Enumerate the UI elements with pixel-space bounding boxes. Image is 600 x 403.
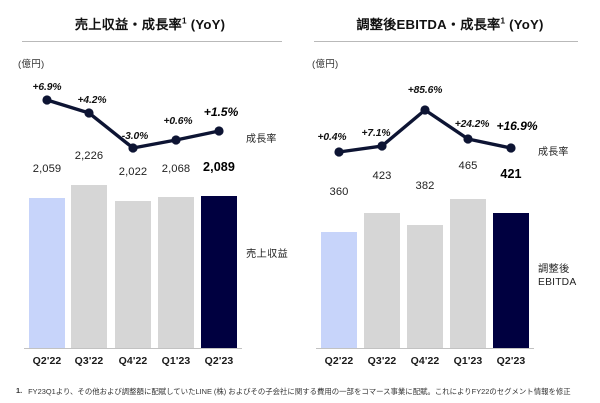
bar-value-q1-23-ebitda: 465 xyxy=(458,160,478,172)
title-divider-ebitda xyxy=(314,41,578,42)
bar-q1-23-ebitda xyxy=(450,199,486,349)
growth-label-q2-22-ebitda: +0.4% xyxy=(317,132,347,143)
unit-label-ebitda: (億円) xyxy=(312,59,339,70)
bar-q2-23-ebitda xyxy=(493,213,529,349)
chart-panel-ebitda: 調整後EBITDA・成長率1 (YoY) (億円) +0.4% +7.1% +8… xyxy=(300,0,600,375)
bar-q3-22-ebitda xyxy=(364,213,400,349)
title-divider-revenue xyxy=(22,41,282,42)
bar-q2-23 xyxy=(201,196,237,349)
footnote-number: 1. xyxy=(16,386,23,395)
bar-value-q2-23-ebitda: 421 xyxy=(500,167,522,181)
growth-label-q3-22-ebitda: +7.1% xyxy=(361,128,391,139)
plot-area-revenue: +6.9% +4.2% -3.0% +0.6% +1.5% 成長率 2,059 … xyxy=(0,0,300,375)
bar-q2-22 xyxy=(29,198,65,349)
growth-label-q1-23-ebitda: +24.2% xyxy=(454,119,490,130)
x-label-q2-22-ebitda: Q2'22 xyxy=(324,355,354,367)
x-label-q1-23-ebitda: Q1'23 xyxy=(453,355,483,367)
charts-container: 売上収益・成長率1 (YoY) (億円) +6.9% +4.2% -3.0% +… xyxy=(0,0,600,375)
bar-value-q3-22: 2,226 xyxy=(74,150,104,162)
bar-value-q2-23: 2,089 xyxy=(202,160,236,174)
x-label-q2-23: Q2'23 xyxy=(204,355,234,367)
footnote-text: FY23Q1より、その他および調整額に配賦していたLINE (株) およびその子… xyxy=(28,387,571,396)
plot-area-ebitda: +0.4% +7.1% +85.6% +24.2% +16.9% 成長率 360… xyxy=(300,0,600,375)
x-label-q2-23-ebitda: Q2'23 xyxy=(496,355,526,367)
chart-title-revenue-footnote-ref: 1 xyxy=(181,15,187,26)
bar-value-q2-22-ebitda: 360 xyxy=(329,186,349,198)
x-axis-revenue xyxy=(24,348,242,349)
bar-value-q3-22-ebitda: 423 xyxy=(372,170,392,182)
bar-value-q1-23: 2,068 xyxy=(161,163,191,175)
chart-title-ebitda-footnote-ref: 1 xyxy=(500,15,506,26)
chart-title-ebitda-main: 調整後EBITDA・成長率 xyxy=(356,17,501,32)
legend-ebitda-bars: 調整後 EBITDA xyxy=(538,264,576,290)
legend-revenue-bars: 売上収益 xyxy=(246,249,288,260)
chart-title-revenue: 売上収益・成長率1 (YoY) xyxy=(0,14,300,33)
legend-growth-rate-revenue: 成長率 xyxy=(246,134,277,145)
growth-label-q4-22-ebitda: +85.6% xyxy=(407,85,443,96)
bar-q1-23 xyxy=(158,197,194,349)
bar-q3-22 xyxy=(71,185,107,349)
chart-title-revenue-main: 売上収益・成長率 xyxy=(74,17,182,32)
legend-ebitda-bars-line1: 調整後 xyxy=(538,264,570,275)
unit-label-revenue: (億円) xyxy=(18,59,45,70)
bar-q4-22 xyxy=(115,201,151,349)
x-label-q3-22-ebitda: Q3'22 xyxy=(367,355,397,367)
footnote: 1. FY23Q1より、その他および調整額に配賦していたLINE (株) および… xyxy=(0,386,600,397)
x-label-q4-22: Q4'22 xyxy=(118,355,148,367)
x-label-q3-22: Q3'22 xyxy=(74,355,104,367)
growth-label-q1-23: +0.6% xyxy=(163,116,193,127)
x-label-q4-22-ebitda: Q4'22 xyxy=(410,355,440,367)
growth-label-q2-23-ebitda: +16.9% xyxy=(496,119,538,133)
chart-title-revenue-suffix: (YoY) xyxy=(186,17,226,32)
bar-value-q2-22: 2,059 xyxy=(32,163,62,175)
x-axis-ebitda xyxy=(316,348,534,349)
bar-value-q4-22-ebitda: 382 xyxy=(415,180,435,192)
legend-growth-rate-ebitda: 成長率 xyxy=(538,147,569,158)
legend-ebitda-bars-line2: EBITDA xyxy=(538,276,577,288)
bar-value-q4-22: 2,022 xyxy=(118,166,148,178)
x-label-q2-22: Q2'22 xyxy=(32,355,62,367)
bar-q2-22-ebitda xyxy=(321,232,357,349)
bar-q4-22-ebitda xyxy=(407,225,443,349)
growth-label-q2-23: +1.5% xyxy=(203,105,239,119)
x-label-q1-23: Q1'23 xyxy=(161,355,191,367)
growth-label-q4-22: -3.0% xyxy=(121,131,149,142)
growth-label-q2-22: +6.9% xyxy=(32,82,62,93)
chart-panel-revenue: 売上収益・成長率1 (YoY) (億円) +6.9% +4.2% -3.0% +… xyxy=(0,0,300,375)
chart-title-ebitda: 調整後EBITDA・成長率1 (YoY) xyxy=(300,14,600,33)
chart-title-ebitda-suffix: (YoY) xyxy=(505,17,544,32)
growth-label-q3-22: +4.2% xyxy=(77,95,107,106)
